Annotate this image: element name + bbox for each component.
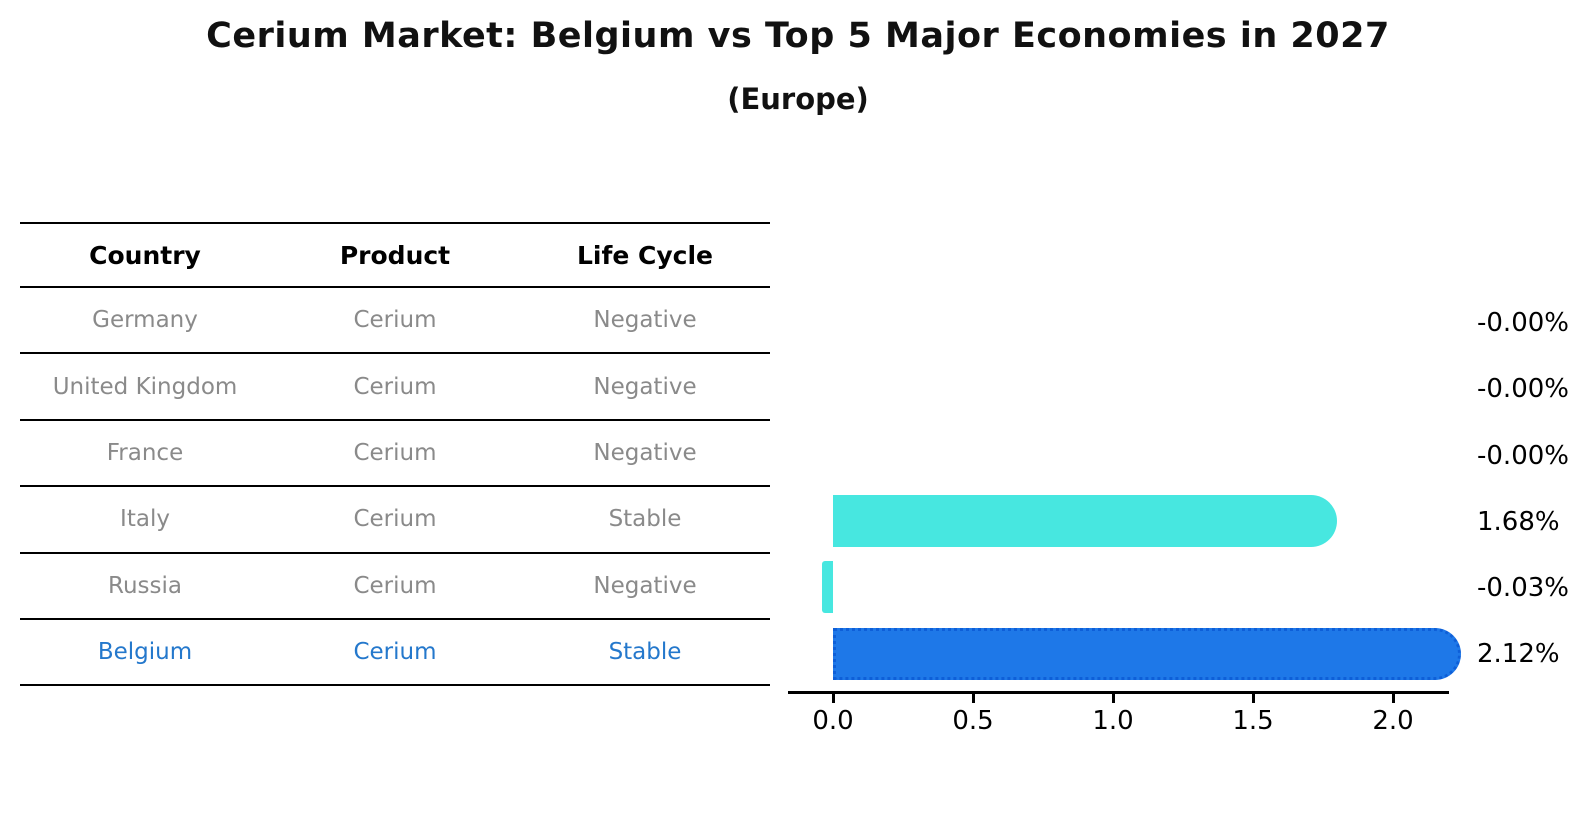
value-label-france: -0.00% <box>1477 441 1569 471</box>
x-tick-label: 2.0 <box>1372 706 1414 736</box>
table-header-row: Country Product Life Cycle <box>20 222 770 288</box>
cell-life-cycle: Stable <box>608 506 682 533</box>
cell-country: Germany <box>92 307 198 334</box>
x-tick <box>972 693 975 703</box>
bar-belgium <box>833 628 1461 680</box>
cell-life-cycle: Negative <box>593 572 697 599</box>
column-header-product: Product <box>339 240 451 270</box>
cell-product: Cerium <box>353 639 437 666</box>
cell-country: United Kingdom <box>52 373 238 400</box>
cell-product: Cerium <box>353 373 437 400</box>
x-tick-label: 1.0 <box>1092 706 1134 736</box>
cell-product: Cerium <box>353 307 437 334</box>
bar-russia <box>822 561 833 613</box>
x-tick <box>1112 693 1115 703</box>
country-info-table: Country Product Life Cycle Germany Ceriu… <box>20 222 770 687</box>
x-tick-label: 1.5 <box>1232 706 1274 736</box>
value-label-italy: 1.68% <box>1477 507 1560 537</box>
cell-country: France <box>106 439 184 466</box>
table-row-russia: Russia Cerium Negative <box>20 554 770 620</box>
value-label-united-kingdom: -0.00% <box>1477 374 1569 404</box>
cell-product: Cerium <box>353 572 437 599</box>
cell-life-cycle: Negative <box>593 307 697 334</box>
cell-country: Belgium <box>97 639 193 666</box>
value-label-belgium: 2.12% <box>1477 639 1560 669</box>
x-tick <box>1252 693 1255 703</box>
cell-life-cycle: Negative <box>593 439 697 466</box>
chart-title: Cerium Market: Belgium vs Top 5 Major Ec… <box>206 16 1390 56</box>
column-header-life-cycle: Life Cycle <box>576 240 714 270</box>
value-label-germany: -0.00% <box>1477 308 1569 338</box>
cell-product: Cerium <box>353 439 437 466</box>
table-row-united-kingdom: United Kingdom Cerium Negative <box>20 354 770 421</box>
bar-italy <box>833 495 1338 547</box>
cell-life-cycle: Stable <box>608 639 682 666</box>
table-row-italy: Italy Cerium Stable <box>20 487 770 554</box>
cell-country: Italy <box>120 506 170 533</box>
x-axis-line <box>788 691 1449 694</box>
cell-product: Cerium <box>353 506 437 533</box>
x-tick-label: 0.5 <box>952 706 994 736</box>
column-header-country: Country <box>89 240 201 270</box>
x-tick-label: 0.0 <box>812 706 854 736</box>
chart-subtitle: (Europe) <box>727 82 869 116</box>
x-tick <box>832 693 835 703</box>
cell-country: Russia <box>108 572 182 599</box>
table-row-france: France Cerium Negative <box>20 421 770 488</box>
table-row-belgium: Belgium Cerium Stable <box>20 620 770 687</box>
cell-life-cycle: Negative <box>593 373 697 400</box>
table-row-germany: Germany Cerium Negative <box>20 288 770 355</box>
value-label-russia: -0.03% <box>1477 573 1569 603</box>
x-tick <box>1392 693 1395 703</box>
